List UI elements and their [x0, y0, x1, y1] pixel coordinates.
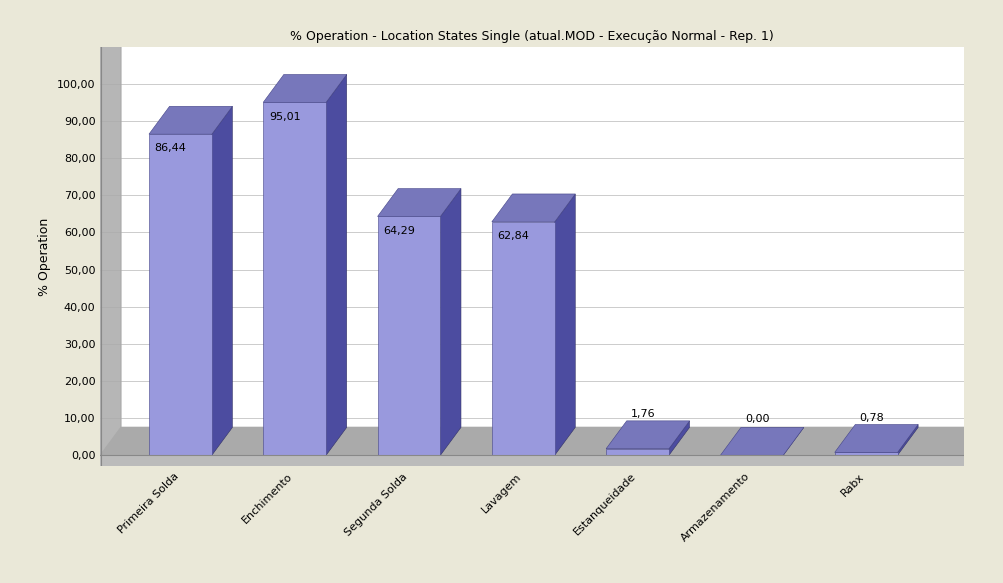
Polygon shape: [606, 421, 689, 449]
Polygon shape: [833, 424, 917, 452]
Polygon shape: [326, 75, 346, 455]
Text: 1,76: 1,76: [630, 409, 655, 419]
Text: 0,78: 0,78: [859, 413, 884, 423]
Polygon shape: [720, 427, 803, 455]
Bar: [606, 449, 668, 455]
Text: 86,44: 86,44: [154, 143, 187, 153]
Polygon shape: [377, 188, 460, 216]
Polygon shape: [668, 421, 689, 455]
Bar: [377, 216, 440, 455]
Polygon shape: [491, 194, 575, 222]
Polygon shape: [782, 427, 803, 455]
Text: 95,01: 95,01: [269, 111, 300, 122]
Bar: [491, 222, 554, 455]
Polygon shape: [554, 194, 575, 455]
Text: 64,29: 64,29: [383, 226, 414, 236]
Y-axis label: % Operation: % Operation: [38, 217, 51, 296]
Polygon shape: [100, 19, 120, 466]
Bar: [148, 134, 212, 455]
Polygon shape: [440, 188, 460, 455]
Text: 0,00: 0,00: [744, 415, 769, 424]
Title: % Operation - Location States Single (atual.MOD - Execução Normal - Rep. 1): % Operation - Location States Single (at…: [290, 30, 773, 43]
Polygon shape: [897, 424, 917, 455]
Polygon shape: [212, 106, 232, 455]
Polygon shape: [263, 75, 346, 103]
Bar: [263, 103, 326, 455]
Polygon shape: [100, 455, 963, 466]
Polygon shape: [100, 427, 983, 455]
Bar: [833, 452, 897, 455]
Polygon shape: [148, 106, 232, 134]
Text: 62,84: 62,84: [497, 231, 529, 241]
